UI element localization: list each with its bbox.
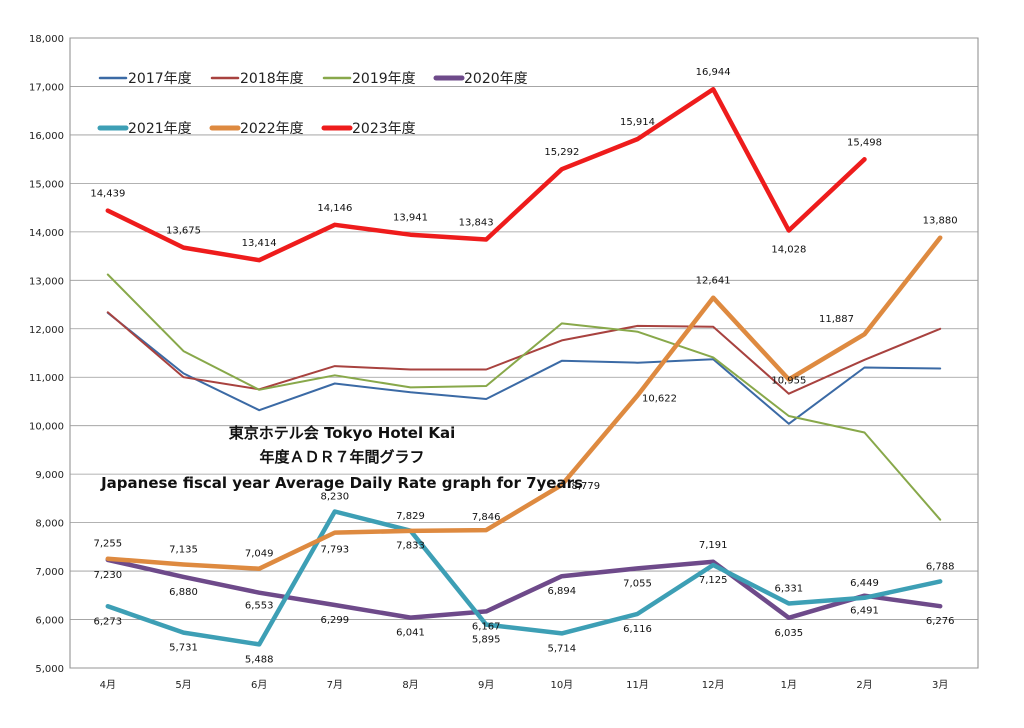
y-axis-ticks: 5,000 6,000 7,000 8,000 9,000 10,000 11,000 12,… [29, 34, 64, 675]
data-label: 7,833 [396, 541, 425, 552]
series-line [106, 311, 942, 425]
data-label: 6,880 [169, 587, 198, 598]
data-label: 15,914 [620, 117, 655, 128]
data-label: 6,788 [926, 561, 955, 572]
data-label: 7,846 [472, 512, 501, 523]
data-label: 6,041 [396, 628, 425, 639]
y-tick-label: 5,000 [35, 664, 64, 675]
y-tick-label: 7,000 [35, 567, 64, 578]
data-label: 5,714 [548, 643, 577, 654]
series-line [106, 273, 942, 521]
data-label: 14,439 [90, 189, 125, 200]
data-label: 7,191 [699, 540, 728, 551]
y-tick-label: 17,000 [29, 82, 64, 93]
series-line [105, 235, 943, 571]
data-label: 7,793 [321, 545, 350, 556]
x-tick-label: 1月 [781, 679, 797, 691]
x-tick-label: 8月 [402, 679, 418, 691]
data-label: 16,944 [696, 67, 731, 78]
data-label: 7,230 [94, 570, 123, 581]
y-tick-label: 18,000 [29, 34, 64, 45]
x-tick-label: 10月 [550, 679, 573, 691]
y-tick-label: 16,000 [29, 131, 64, 142]
data-label: 14,146 [317, 203, 352, 214]
data-label: 15,498 [847, 137, 882, 148]
data-label: 6,553 [245, 601, 274, 612]
x-tick-label: 9月 [478, 679, 494, 691]
data-label: 5,731 [169, 643, 198, 654]
data-label: 7,049 [245, 549, 274, 560]
data-label: 6,299 [321, 615, 350, 626]
data-label: 7,255 [94, 539, 123, 550]
data-label: 13,675 [166, 226, 201, 237]
data-label: 7,055 [623, 578, 652, 589]
data-label: 6,116 [623, 624, 652, 635]
series-lines [105, 86, 943, 647]
data-label: 6,035 [775, 628, 804, 639]
series-line [105, 86, 867, 263]
gridlines [70, 37, 978, 669]
data-label: 15,292 [544, 147, 579, 158]
y-tick-label: 15,000 [29, 179, 64, 190]
y-tick-label: 12,000 [29, 325, 64, 336]
data-label: 6,167 [472, 621, 501, 632]
x-tick-label: 11月 [626, 679, 649, 691]
data-label: 6,276 [926, 616, 955, 627]
series-line [105, 557, 943, 621]
y-tick-label: 13,000 [29, 276, 64, 287]
data-label: 8,779 [572, 481, 601, 492]
data-label: 7,829 [396, 511, 425, 522]
data-label: 13,941 [393, 213, 428, 224]
x-tick-label: 4月 [100, 679, 116, 691]
series-line [105, 509, 943, 647]
legend-label: 2018年度 [240, 71, 304, 87]
y-tick-label: 14,000 [29, 228, 64, 239]
y-tick-label: 11,000 [29, 373, 64, 384]
x-tick-label: 6月 [251, 679, 267, 691]
y-tick-label: 10,000 [29, 422, 64, 433]
title-line: Japanese fiscal year Average Daily Rate … [100, 474, 583, 492]
y-tick-label: 6,000 [35, 616, 64, 627]
x-axis-ticks: 4月 5月 6月 7月 8月 9月 10月 11月 12月 1月 2月 3月 [100, 679, 949, 691]
legend-label: 2021年度 [128, 121, 192, 137]
data-label: 10,955 [771, 375, 806, 386]
legend-label: 2022年度 [240, 121, 304, 137]
x-tick-label: 2月 [856, 679, 872, 691]
title-line: 年度ＡＤＲ７年間グラフ [259, 448, 424, 466]
data-label: 13,880 [923, 216, 958, 227]
data-label: 6,273 [94, 616, 123, 627]
legend: 2017年度 2018年度 2019年度 2020年度 2021年度 2022年度 2023… [97, 71, 528, 137]
data-label: 6,894 [548, 586, 577, 597]
legend-label: 2017年度 [128, 71, 192, 87]
y-tick-label: 8,000 [35, 519, 64, 530]
chart-title: 東京ホテル会 Tokyo Hotel Kai 年度ＡＤＲ７年間グラフ Japanes… [100, 424, 583, 492]
data-label: 13,843 [459, 217, 494, 228]
y-tick-label: 9,000 [35, 470, 64, 481]
data-label: 5,895 [472, 635, 501, 646]
data-label: 13,414 [242, 238, 277, 249]
plot-frame [69, 37, 979, 669]
data-label: 6,449 [850, 578, 879, 589]
legend-label: 2019年度 [352, 71, 416, 87]
title-line: 東京ホテル会 Tokyo Hotel Kai [229, 424, 456, 442]
x-tick-label: 5月 [175, 679, 191, 691]
data-label: 7,125 [699, 575, 728, 586]
x-tick-label: 3月 [932, 679, 948, 691]
data-labels: 7,230 6,880 6,553 6,299 6,041 6,167 6,894 7,055… [90, 67, 957, 665]
legend-label: 2023年度 [352, 121, 416, 137]
data-label: 11,887 [819, 314, 854, 325]
x-tick-label: 7月 [327, 679, 343, 691]
data-label: 10,622 [642, 394, 677, 405]
legend-label: 2020年度 [464, 71, 528, 87]
data-label: 8,230 [321, 491, 350, 502]
data-label: 5,488 [245, 654, 274, 665]
data-label: 7,135 [169, 545, 198, 556]
x-tick-label: 12月 [702, 679, 725, 691]
data-label: 14,028 [771, 244, 806, 255]
data-label: 6,331 [775, 583, 804, 594]
data-label: 12,641 [696, 276, 731, 287]
data-label: 6,491 [850, 606, 879, 617]
